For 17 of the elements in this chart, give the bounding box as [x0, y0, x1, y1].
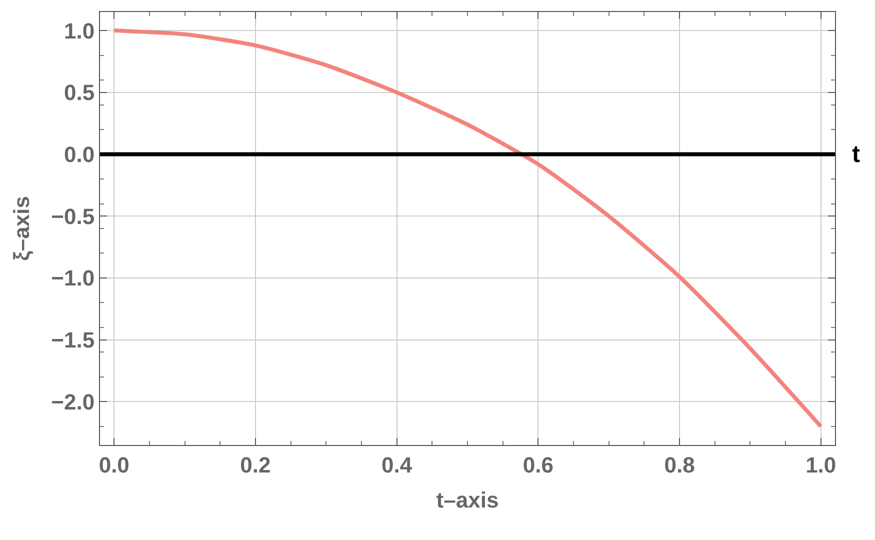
y-tick-label: 0.5	[64, 80, 95, 106]
y-tick-label: −0.5	[51, 204, 95, 229]
ref-line-label: t	[852, 141, 860, 168]
y-tick-label: −1.5	[51, 328, 95, 353]
x-tick-label: 0.0	[98, 452, 130, 478]
line-series	[112, 28, 823, 428]
y-tick-label: 1.0	[64, 18, 95, 44]
x-tick-label: 0.6	[522, 452, 554, 478]
x-tick-label: 0.8	[664, 452, 695, 478]
y-axis-title: ξ–axis	[8, 196, 34, 261]
x-tick-label: 0.4	[382, 452, 413, 478]
y-tick-label: −2.0	[51, 389, 95, 414]
y-tick-label: −1.0	[51, 266, 95, 291]
y-tick-label: 0.0	[64, 142, 95, 167]
x-tick-label: 1.0	[806, 452, 836, 478]
x-axis-title: t–axis	[436, 487, 499, 512]
x-tick-label: 0.2	[240, 452, 271, 478]
